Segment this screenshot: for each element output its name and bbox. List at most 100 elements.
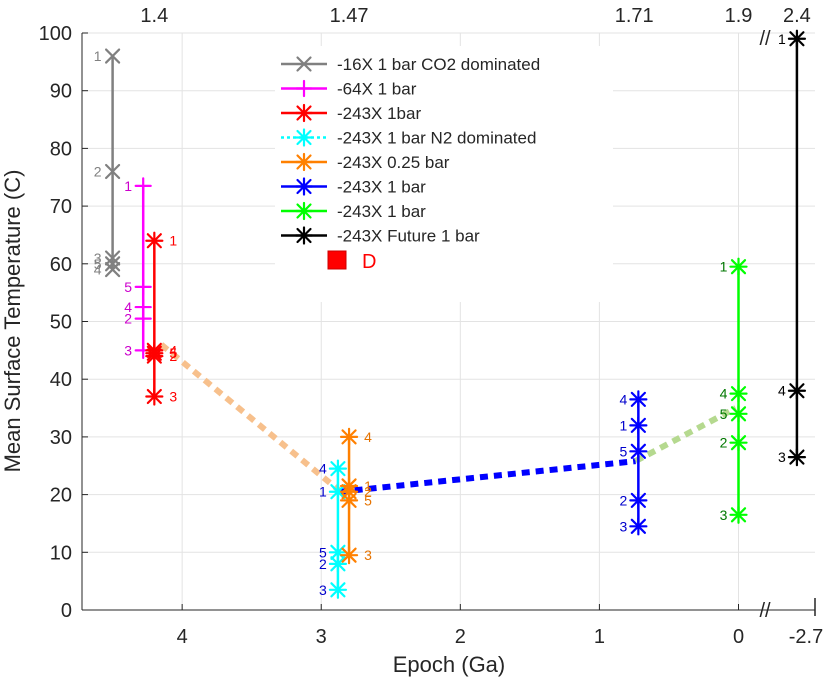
top-axis-label: 1.4 (140, 5, 168, 27)
grid-lines (82, 32, 815, 611)
point-label: 2 (619, 492, 627, 508)
data-point (629, 517, 648, 536)
series-5: 12 3 4 5 (339, 427, 372, 565)
point-label: 2 (720, 435, 728, 451)
legend-label: -243X 1 bar N2 dominated (337, 129, 536, 148)
legend-marker-stroke (296, 56, 312, 72)
point-label: 3 (94, 250, 102, 266)
data-point (134, 177, 152, 195)
x-tick-label-extra: -2.7 (789, 626, 823, 648)
point-label: 1 (778, 31, 786, 47)
data-point (104, 48, 121, 64)
point-label: 1 (94, 48, 102, 64)
data-point (729, 404, 748, 423)
point-label: 2 (364, 484, 372, 500)
data-point (339, 546, 359, 565)
data-point (104, 250, 121, 266)
legend-marker (294, 103, 314, 123)
y-tick-label: 90 (50, 81, 72, 103)
point-label: 5 (364, 492, 372, 508)
data-point (729, 505, 748, 524)
x-tick-label: 2 (455, 626, 466, 648)
data-point-stroke (104, 250, 121, 266)
legend-label-d: D (362, 251, 376, 273)
data-point (729, 257, 748, 276)
point-label: 1 (124, 178, 132, 194)
point-label: 1 (319, 484, 327, 500)
data-point (629, 442, 648, 461)
y-tick-label: 80 (50, 138, 72, 160)
x-axis-title: Epoch (Ga) (393, 652, 506, 677)
legend-label: -243X Future 1 bar (337, 227, 480, 246)
data-point (328, 543, 348, 562)
data-point (328, 459, 348, 478)
legend-label: -64X 1 bar (337, 80, 417, 99)
legend-marker (294, 226, 314, 245)
point-label: 1 (169, 233, 177, 249)
top-axis-label: 1.9 (725, 5, 753, 27)
data-point (339, 427, 359, 446)
data-point (104, 256, 121, 272)
legend-marker (295, 79, 313, 98)
data-point-stroke (104, 48, 121, 64)
y-axis-title: Mean Surface Temperature (C) (0, 170, 25, 473)
data-point (145, 231, 164, 250)
series-6: 1 2 3 4 5 (619, 390, 648, 536)
data-point (629, 491, 648, 510)
top-axis-label: 1.71 (615, 5, 654, 27)
data-point (729, 433, 748, 452)
point-label: 5 (124, 279, 132, 295)
data-point (787, 381, 807, 400)
point-label: 4 (778, 383, 786, 399)
y-tick-label: 20 (50, 485, 72, 507)
data-point (328, 580, 348, 599)
y-tick-label: 10 (50, 542, 72, 564)
data-point (629, 416, 648, 435)
y-tick-label: 50 (50, 312, 72, 334)
legend-label: -16X 1 bar CO2 dominated (337, 55, 540, 74)
data-point (787, 29, 807, 48)
trend-line (634, 405, 738, 464)
point-label: 4 (124, 299, 132, 315)
data-point (729, 384, 748, 403)
point-label: 3 (619, 518, 627, 534)
point-label: 5 (94, 256, 102, 272)
series-3: 1 2 3 45 (145, 231, 177, 406)
axis-break-top: // (759, 28, 771, 50)
point-label: 5 (319, 544, 327, 560)
data-point-stroke (104, 163, 121, 180)
trend-lines (159, 342, 738, 495)
data-point (145, 344, 164, 363)
series-7: 1 2 3 4 5 (720, 257, 748, 524)
data-point-stroke (104, 256, 121, 272)
point-label: 3 (124, 342, 132, 358)
data-point (104, 163, 121, 180)
y-tick-label: 30 (50, 427, 72, 449)
legend-marker (294, 177, 314, 196)
data-point (134, 278, 152, 296)
legend-label: -243X 1 bar (337, 202, 426, 221)
point-label: 2 (319, 556, 327, 572)
x-tick-label: 3 (316, 626, 327, 648)
legend-box (275, 46, 613, 302)
data-point (339, 491, 359, 510)
legend-marker (296, 56, 312, 72)
point-label: 1 (364, 478, 372, 494)
axis-break-bottom: // (759, 600, 771, 622)
series-8: 1 3 4 (778, 29, 807, 467)
y-tick-label: 60 (50, 254, 72, 276)
point-label: 4 (169, 342, 177, 358)
legend-marker (294, 152, 314, 172)
point-label: 3 (720, 507, 728, 523)
x-tick-label: 1 (594, 626, 605, 648)
x-tick-label: 0 (733, 626, 744, 648)
legend-label: -243X 0.25 bar (337, 153, 450, 172)
legend-label: -243X 1 bar (337, 178, 426, 197)
y-tick-label: 40 (50, 369, 72, 391)
point-label: 3 (319, 582, 327, 598)
point-label: 4 (319, 461, 327, 477)
data-point (104, 261, 121, 278)
